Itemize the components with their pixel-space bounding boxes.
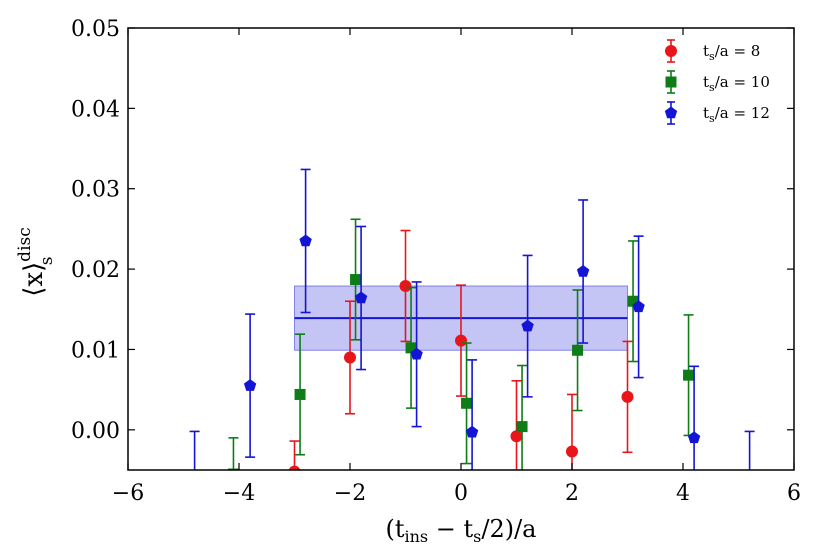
data-point: [350, 274, 362, 286]
y-tick-label: 0.01: [71, 338, 120, 363]
data-point: [566, 445, 578, 458]
y-axis-label: ⟨x⟩disc s: [15, 227, 57, 297]
legend-label: ts/a = 10: [703, 73, 770, 94]
legend: ts/a = 8 ts/a = 10 ts/a = 12: [664, 39, 770, 125]
data-point: [344, 351, 356, 364]
data-point: [405, 342, 417, 354]
legend-label: ts/a = 12: [703, 104, 770, 125]
x-tick-label: 4: [676, 481, 690, 506]
data-point: [410, 347, 423, 360]
x-tick-label: −4: [223, 481, 255, 506]
x-tick-label: −2: [334, 481, 366, 506]
legend-marker: [665, 76, 677, 88]
tick-layer: −6 −4 −2 0 2 4 6 0.00 0.01 0.02 0.03 0.04 0.05: [71, 17, 801, 506]
data-point: [354, 291, 368, 304]
series-layer: [188, 168, 755, 508]
data-point: [627, 295, 639, 307]
data-point: [399, 279, 412, 292]
x-tick-label: 6: [787, 481, 801, 506]
data-point: [687, 431, 701, 444]
data-point: [743, 496, 755, 508]
data-point: [516, 421, 528, 433]
x-tick-label: 2: [565, 481, 579, 506]
y-tick-label: 0.05: [71, 17, 120, 42]
series-pentagon: [188, 168, 755, 508]
data-point: [576, 265, 590, 277]
data-point: [299, 234, 312, 247]
data-point: [572, 344, 584, 356]
data-point: [188, 496, 200, 508]
data-point: [461, 397, 473, 409]
legend-marker: [664, 106, 678, 119]
legend-marker: [665, 45, 677, 57]
data-point: [683, 369, 695, 381]
series-circle: [288, 229, 634, 470]
data-point: [632, 300, 645, 313]
data-point: [294, 388, 306, 400]
y-tick-label: 0.00: [71, 419, 120, 444]
x-tick-label: 0: [454, 481, 468, 506]
y-tick-label: 0.02: [71, 258, 120, 283]
legend-label: ts/a = 8: [703, 42, 760, 63]
y-tick-label: 0.04: [71, 97, 120, 122]
data-point: [455, 334, 467, 347]
data-point: [288, 465, 301, 470]
data-point: [521, 319, 534, 332]
data-point: [465, 425, 479, 438]
data-point: [243, 379, 257, 391]
x-axis-label: (tins − ts/2)/a: [385, 515, 536, 546]
x-tick-label: −6: [112, 481, 144, 506]
y-tick-label: 0.03: [71, 178, 120, 203]
data-point: [510, 430, 523, 443]
data-point: [621, 390, 634, 403]
